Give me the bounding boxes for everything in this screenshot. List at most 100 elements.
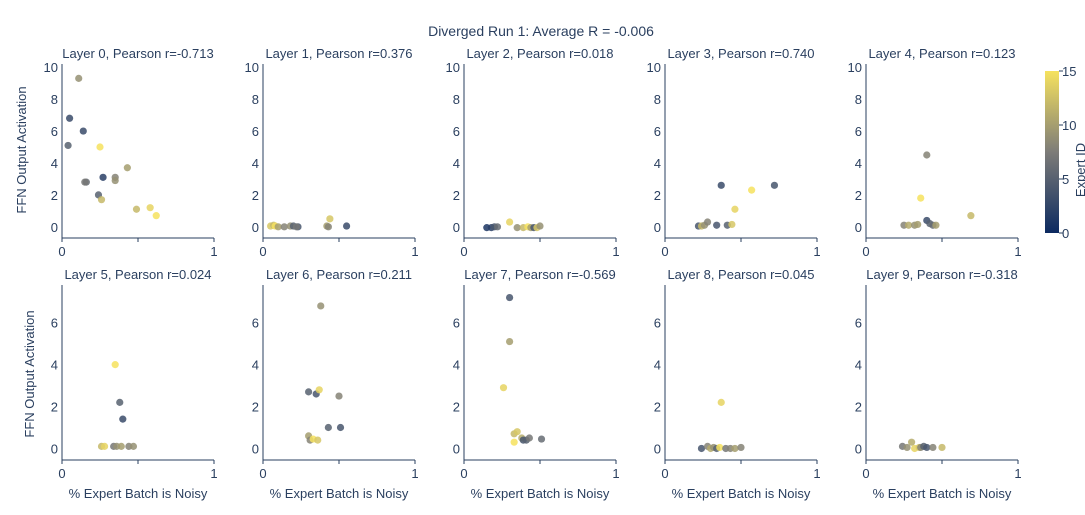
y-tick-label: 0 — [654, 220, 661, 235]
colorbar-title: Expert ID — [1073, 143, 1085, 197]
data-point — [506, 218, 514, 226]
data-point — [111, 361, 119, 369]
data-point — [703, 218, 712, 226]
y-tick-label: 6 — [252, 124, 259, 139]
data-point — [79, 127, 87, 135]
data-point — [66, 114, 74, 122]
data-point — [510, 438, 518, 446]
data-point — [493, 223, 502, 231]
data-point — [75, 74, 83, 82]
data-point — [81, 178, 89, 186]
data-point — [336, 423, 345, 432]
data-point — [506, 337, 514, 346]
data-point — [117, 442, 125, 450]
y-tick-label: 0 — [252, 220, 259, 235]
data-point — [923, 443, 931, 452]
y-tick-label: 10 — [647, 60, 661, 75]
x-tick-label: 1 — [1014, 466, 1021, 481]
y-tick-label: 4 — [252, 156, 259, 171]
figure-title: Diverged Run 1: Average R = -0.006 — [428, 23, 654, 39]
data-point — [314, 436, 322, 444]
y-tick-label: 6 — [654, 316, 661, 331]
x-tick-label: 1 — [813, 244, 820, 259]
data-point — [748, 186, 756, 194]
data-point — [537, 435, 546, 443]
y-tick-label: 6 — [51, 316, 58, 331]
x-tick-label: 0 — [259, 244, 266, 259]
y-tick-label: 2 — [252, 400, 259, 415]
data-point — [96, 143, 104, 151]
y-axis-label-bottom: FFN Output Activation — [22, 310, 37, 437]
data-point — [536, 222, 544, 230]
subplot-layer-7: Layer 7, Pearson r=-0.569 0 2 4 6 0 1% Expert … — [453, 267, 620, 501]
y-tick-label: 6 — [855, 316, 862, 331]
y-tick-label: 0 — [51, 441, 58, 456]
y-tick-label: 10 — [245, 60, 259, 75]
subplot-title: Layer 7, Pearson r=-0.569 — [464, 267, 615, 282]
y-tick-label: 6 — [252, 316, 259, 331]
data-point — [731, 205, 739, 213]
x-axis-label: % Expert Batch is Noisy — [270, 486, 409, 501]
subplot-title: Layer 6, Pearson r=0.211 — [266, 267, 412, 282]
subplot-title: Layer 0, Pearson r=-0.713 — [62, 46, 213, 61]
subplot-layer-9: Layer 9, Pearson r=-0.318 0 2 4 6 0 1% Expert … — [855, 267, 1022, 501]
data-point — [119, 415, 127, 423]
y-tick-label: 2 — [453, 188, 460, 203]
y-axis-label-top: FFN Output Activation — [14, 86, 29, 213]
subplot-title: Layer 4, Pearson r=0.123 — [868, 46, 1015, 61]
y-tick-label: 2 — [252, 188, 259, 203]
subplot-layer-6: Layer 6, Pearson r=0.211 0 2 4 6 0 1% Expert B… — [252, 267, 419, 501]
subplot-layer-0: Layer 0, Pearson r=-0.713 0 2 4 6 8 10 0 1 — [44, 46, 218, 259]
y-tick-label: 0 — [654, 441, 661, 456]
colorbar-tick-label: 0 — [1062, 226, 1069, 241]
y-tick-label: 0 — [453, 220, 460, 235]
y-tick-label: 8 — [453, 92, 460, 107]
y-tick-label: 6 — [51, 124, 58, 139]
data-point — [513, 428, 521, 436]
x-tick-label: 0 — [58, 466, 65, 481]
subplot-layer-4: Layer 4, Pearson r=0.123 0 2 4 6 8 10 0 1 — [848, 46, 1022, 259]
y-tick-label: 2 — [51, 188, 58, 203]
data-point — [152, 212, 160, 220]
data-point — [770, 181, 779, 189]
x-tick-label: 1 — [411, 244, 418, 259]
x-axis-label: % Expert Batch is Noisy — [672, 486, 811, 501]
data-point — [274, 223, 282, 231]
data-point — [932, 221, 940, 229]
y-tick-label: 2 — [453, 400, 460, 415]
data-point — [929, 443, 937, 452]
data-point — [731, 444, 739, 453]
y-tick-label: 4 — [453, 358, 460, 373]
y-tick-label: 4 — [453, 156, 460, 171]
y-tick-label: 4 — [252, 358, 259, 373]
data-point — [315, 386, 323, 394]
y-tick-label: 2 — [855, 188, 862, 203]
x-axis-label: % Expert Batch is Noisy — [873, 486, 1012, 501]
data-point — [64, 141, 72, 150]
subplot-title: Layer 9, Pearson r=-0.318 — [866, 267, 1017, 282]
data-point — [324, 423, 332, 432]
x-tick-label: 1 — [813, 466, 820, 481]
data-point — [917, 194, 925, 202]
data-point — [132, 205, 141, 213]
y-tick-label: 6 — [654, 124, 661, 139]
y-tick-label: 4 — [654, 358, 661, 373]
x-axis-label: % Expert Batch is Noisy — [69, 486, 208, 501]
data-point — [914, 220, 922, 229]
x-tick-label: 0 — [661, 466, 668, 481]
data-point — [343, 222, 351, 230]
y-tick-label: 4 — [654, 156, 661, 171]
y-tick-label: 6 — [453, 124, 460, 139]
data-point — [938, 443, 946, 452]
data-point — [513, 224, 521, 232]
y-tick-label: 8 — [855, 92, 862, 107]
colorbar-gradient — [1045, 71, 1059, 233]
data-point — [317, 302, 325, 310]
y-tick-label: 2 — [51, 400, 58, 415]
x-tick-label: 1 — [411, 466, 418, 481]
data-point — [326, 215, 334, 223]
x-axis-label: % Expert Batch is Noisy — [471, 486, 610, 501]
colorbar-tick-label: 15 — [1062, 64, 1076, 79]
y-tick-label: 2 — [855, 400, 862, 415]
